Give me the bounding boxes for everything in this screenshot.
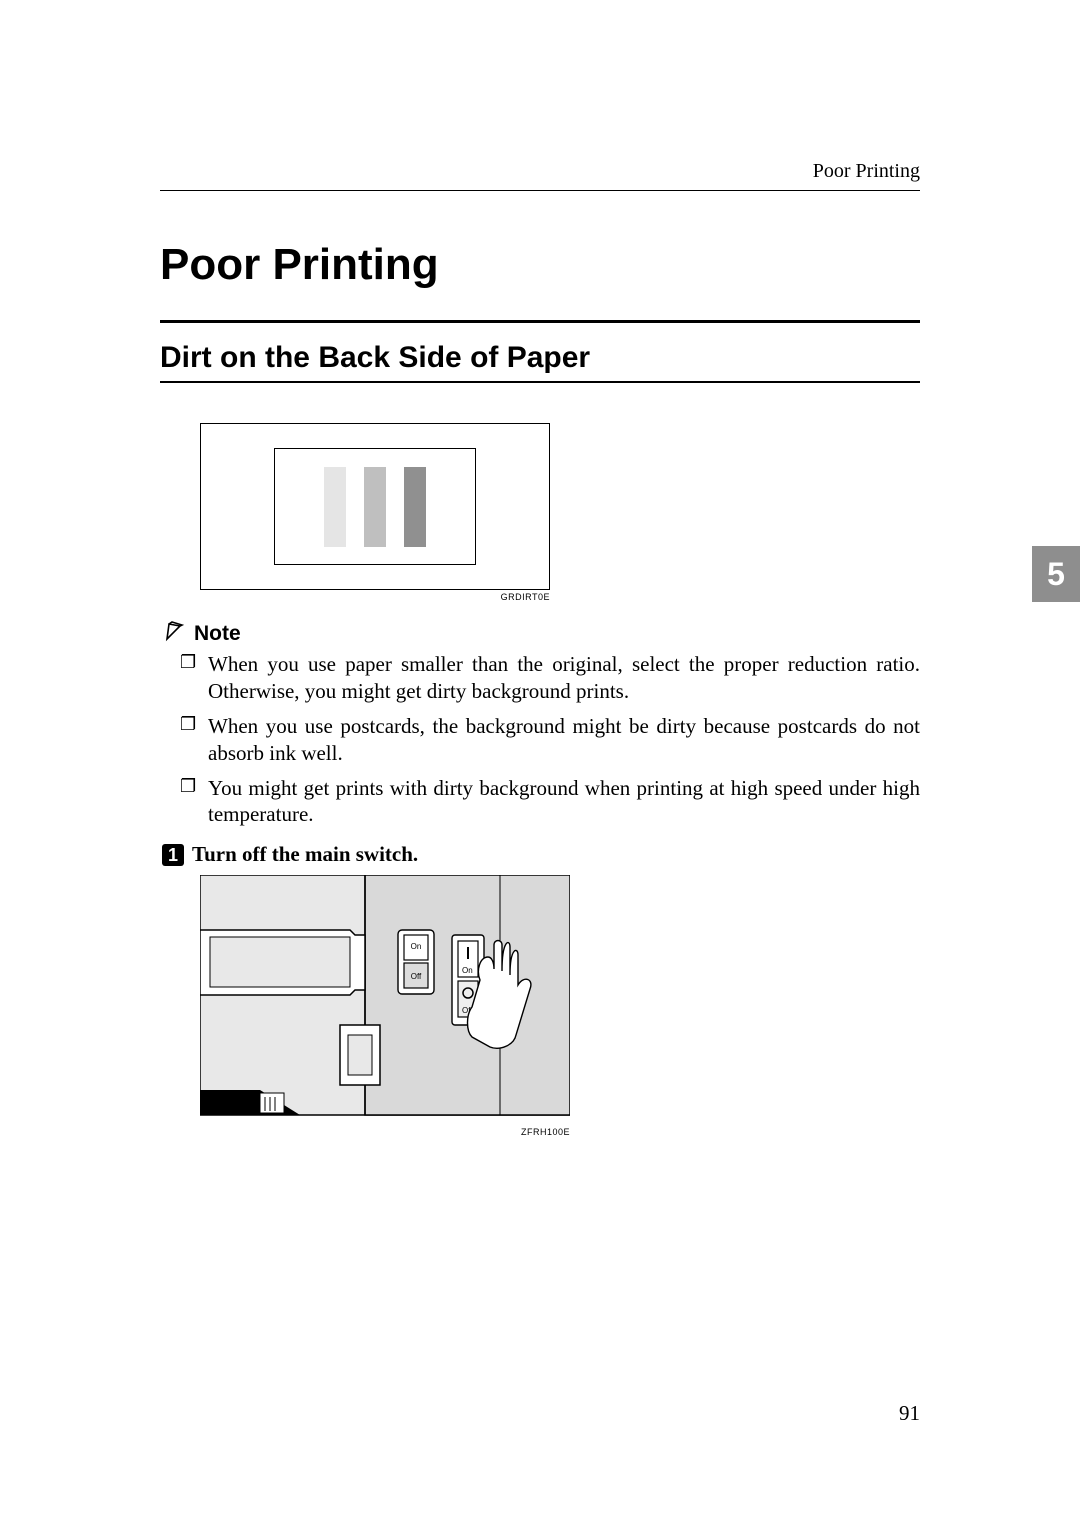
svg-text:On: On <box>462 966 473 975</box>
note-label: Note <box>194 622 241 646</box>
figure1-outer-frame <box>200 423 550 590</box>
page-title: Poor Printing <box>160 240 920 290</box>
note-item: When you use postcards, the background m… <box>180 713 920 767</box>
figure1-label: GRDIRT0E <box>200 592 550 602</box>
smudge-bar-1 <box>324 467 346 547</box>
chapter-tab: 5 <box>1032 546 1080 602</box>
note-item: When you use paper smaller than the orig… <box>180 651 920 705</box>
section-rule-bottom <box>160 381 920 383</box>
svg-text:Off: Off <box>411 972 422 981</box>
section-rule-top <box>160 320 920 323</box>
step-instruction: Turn off the main switch. <box>192 842 418 867</box>
running-header: Poor Printing <box>813 160 920 183</box>
page-number: 91 <box>899 1401 920 1426</box>
figure-main-switch: On Off On Off ZFRH100E <box>200 875 570 1137</box>
header-rule <box>160 190 920 191</box>
figure-dirty-paper: GRDIRT0E <box>200 423 550 602</box>
note-icon <box>164 620 186 647</box>
section-heading: Dirt on the Back Side of Paper <box>160 341 920 375</box>
svg-text:On: On <box>411 942 422 951</box>
note-heading: Note <box>164 620 920 647</box>
smudge-bar-3 <box>404 467 426 547</box>
smudge-bar-2 <box>364 467 386 547</box>
figure2-label: ZFRH100E <box>200 1127 570 1137</box>
step-line: 1 Turn off the main switch. <box>162 842 920 867</box>
note-list: When you use paper smaller than the orig… <box>160 651 920 828</box>
manual-page: Poor Printing Poor Printing Dirt on the … <box>0 0 1080 1526</box>
figure1-inner-frame <box>274 448 476 565</box>
note-item: You might get prints with dirty backgrou… <box>180 775 920 829</box>
step-number-badge: 1 <box>162 844 184 866</box>
